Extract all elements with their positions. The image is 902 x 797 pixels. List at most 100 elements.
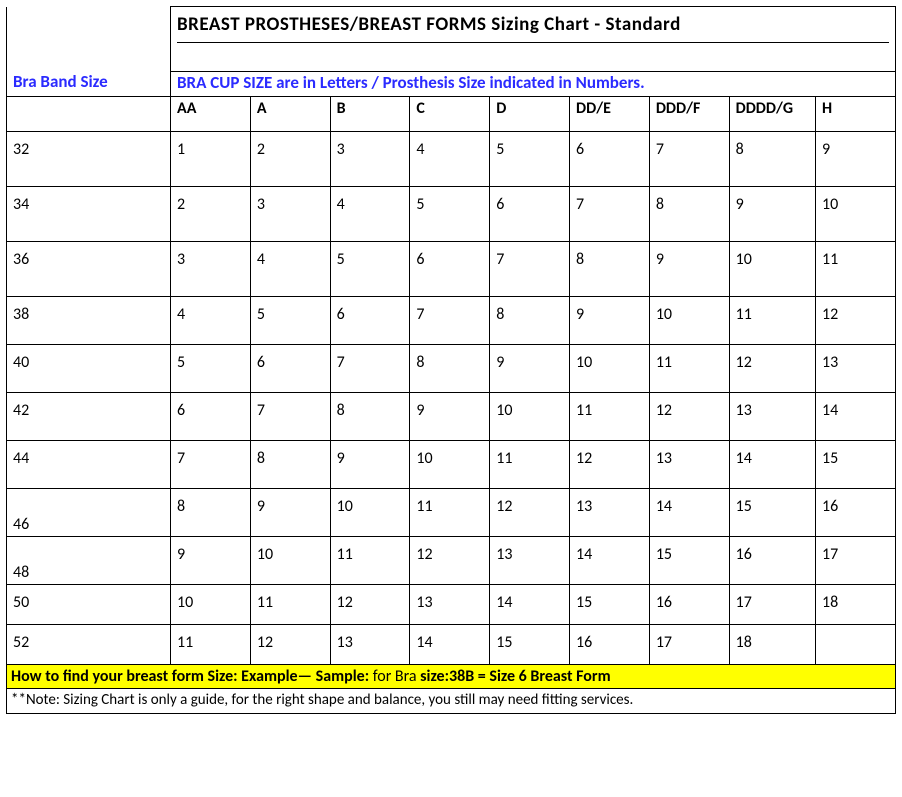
table-row: 40 5 6 7 8 9 10 11 12 13 [7, 345, 896, 393]
table-row: 42 6 7 8 9 10 11 12 13 14 [7, 393, 896, 441]
value-cell: 12 [570, 441, 650, 489]
value-cell: 13 [729, 393, 815, 441]
column-header: DDD/F [649, 97, 729, 132]
value-cell: 11 [729, 297, 815, 345]
band-cell: 38 [7, 297, 171, 345]
value-cell: 14 [490, 585, 570, 625]
value-cell: 15 [816, 441, 896, 489]
column-header: A [250, 97, 330, 132]
table-row: 48 9 10 11 12 13 14 15 16 17 [7, 537, 896, 585]
value-cell: 6 [570, 132, 650, 187]
value-cell: 12 [250, 625, 330, 665]
note-row: **Note: Sizing Chart is only a guide, fo… [7, 689, 896, 714]
band-size-label: Bra Band Size [13, 71, 108, 92]
table-row: 34 2 3 4 5 6 7 8 9 10 [7, 187, 896, 242]
band-cell: 52 [7, 625, 171, 665]
value-cell: 5 [250, 297, 330, 345]
band-cell: 50 [7, 585, 171, 625]
value-cell: 12 [816, 297, 896, 345]
band-cell: 34 [7, 187, 171, 242]
value-cell: 14 [649, 489, 729, 537]
band-cell: 44 [7, 441, 171, 489]
value-cell: 7 [171, 441, 251, 489]
value-cell: 13 [816, 345, 896, 393]
cup-size-label-cell: BRA CUP SIZE are in Letters / Prosthesis… [171, 72, 896, 97]
value-cell: 16 [816, 489, 896, 537]
table-row: 38 4 5 6 7 8 9 10 11 12 [7, 297, 896, 345]
value-cell: 10 [410, 441, 490, 489]
value-cell: 1 [171, 132, 251, 187]
value-cell: 10 [816, 187, 896, 242]
value-cell: 11 [649, 345, 729, 393]
value-cell: 8 [330, 393, 410, 441]
value-cell: 3 [330, 132, 410, 187]
value-cell: 12 [729, 345, 815, 393]
value-cell: 11 [570, 393, 650, 441]
value-cell: 9 [330, 441, 410, 489]
table-row: 46 8 9 10 11 12 13 14 15 16 [7, 489, 896, 537]
column-header: B [330, 97, 410, 132]
value-cell: 7 [490, 242, 570, 297]
value-cell: 4 [330, 187, 410, 242]
value-cell: 6 [171, 393, 251, 441]
column-header: AA [171, 97, 251, 132]
value-cell: 8 [649, 187, 729, 242]
value-cell: 7 [410, 297, 490, 345]
value-cell: 5 [410, 187, 490, 242]
cup-size-label: BRA CUP SIZE are in Letters / Prosthesis… [177, 72, 645, 93]
band-cell: 40 [7, 345, 171, 393]
note-text: **Note: Sizing Chart is only a guide, fo… [7, 689, 896, 714]
value-cell: 17 [729, 585, 815, 625]
value-cell: 13 [490, 537, 570, 585]
value-cell: 15 [570, 585, 650, 625]
value-cell: 8 [410, 345, 490, 393]
column-header: D [490, 97, 570, 132]
column-header: DDDD/G [729, 97, 815, 132]
value-cell: 4 [171, 297, 251, 345]
value-cell: 16 [729, 537, 815, 585]
band-cell: 42 [7, 393, 171, 441]
band-cell: 48 [7, 537, 171, 585]
value-cell: 2 [250, 132, 330, 187]
value-cell: 9 [729, 187, 815, 242]
value-cell: 9 [816, 132, 896, 187]
value-cell: 7 [250, 393, 330, 441]
value-cell: 9 [250, 489, 330, 537]
value-cell: 17 [816, 537, 896, 585]
value-cell: 3 [171, 242, 251, 297]
value-cell: 10 [490, 393, 570, 441]
table-row: 36 3 4 5 6 7 8 9 10 11 [7, 242, 896, 297]
instruction-row: How to find your breast form Size: Examp… [7, 665, 896, 689]
value-cell: 11 [171, 625, 251, 665]
value-cell: 15 [729, 489, 815, 537]
value-cell: 14 [570, 537, 650, 585]
value-cell: 9 [171, 537, 251, 585]
value-cell: 7 [649, 132, 729, 187]
value-cell: 14 [816, 393, 896, 441]
value-cell: 4 [410, 132, 490, 187]
value-cell: 6 [330, 297, 410, 345]
value-cell: 6 [410, 242, 490, 297]
table-row: 44 7 8 9 10 11 12 13 14 15 [7, 441, 896, 489]
value-cell: 12 [649, 393, 729, 441]
value-cell: 13 [570, 489, 650, 537]
value-cell: 4 [250, 242, 330, 297]
value-cell: 7 [330, 345, 410, 393]
value-cell: 9 [410, 393, 490, 441]
band-cell: 32 [7, 132, 171, 187]
instruction-text-bold: How to find your breast form Size: Examp… [11, 667, 373, 686]
table-row: 52 11 12 13 14 15 16 17 18 [7, 625, 896, 665]
value-cell: 10 [171, 585, 251, 625]
value-cell [816, 625, 896, 665]
value-cell: 5 [330, 242, 410, 297]
value-cell: 5 [171, 345, 251, 393]
value-cell: 13 [330, 625, 410, 665]
column-header: C [410, 97, 490, 132]
table-row: 32 1 2 3 4 5 6 7 8 9 [7, 132, 896, 187]
value-cell: 6 [250, 345, 330, 393]
value-cell: 11 [816, 242, 896, 297]
value-cell: 12 [410, 537, 490, 585]
value-cell: 9 [490, 345, 570, 393]
value-cell: 9 [570, 297, 650, 345]
value-cell: 14 [729, 441, 815, 489]
